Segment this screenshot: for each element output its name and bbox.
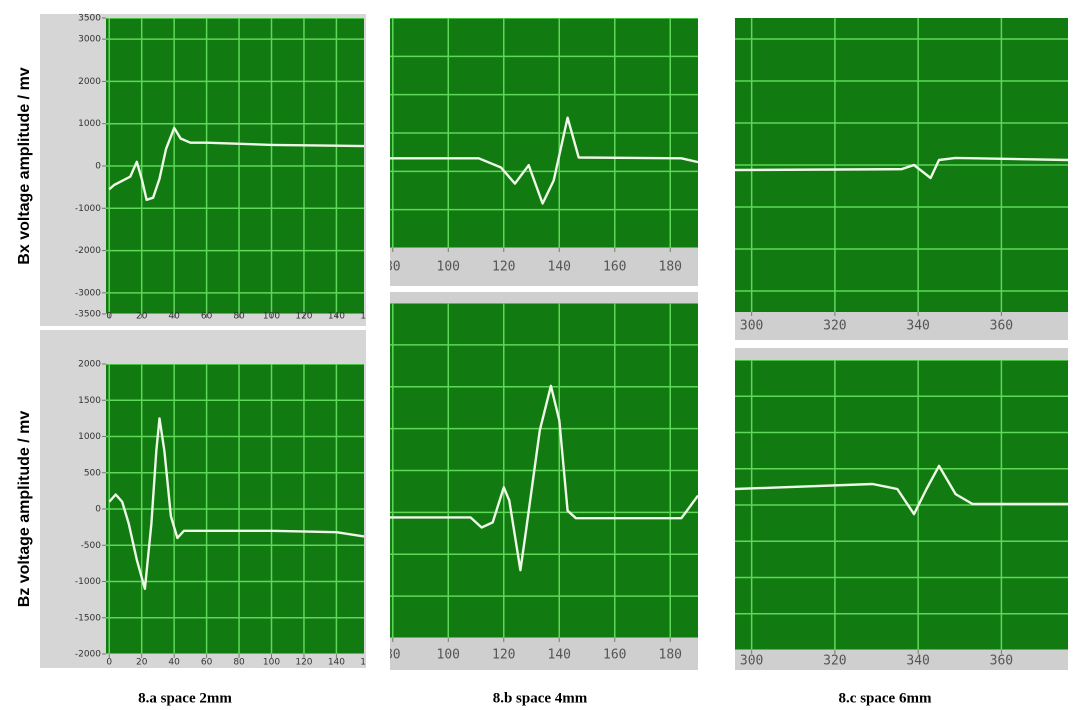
x-tick-label: 100 [437, 648, 460, 663]
plot-content [735, 18, 1068, 312]
panel: Bx voltage amplitude / mv 0 20 40 60 80 100 120… [8, 14, 377, 326]
x-tick-label: 120 [492, 648, 515, 663]
plot-content [390, 18, 698, 248]
x-tick-label: 360 [990, 319, 1013, 334]
x-tick-label: 120 [295, 312, 312, 322]
y-axis-label: Bz voltage amplitude / mv [16, 411, 33, 608]
x-tick-label: 80 [385, 648, 401, 663]
panel: Bz voltage amplitude / mv 0 20 40 60 80 100 120… [8, 330, 377, 668]
x-tick-label: 140 [548, 260, 571, 275]
data-line [735, 464, 1068, 516]
x-tick-label: 60 [201, 658, 213, 668]
y-tick-label: 0 [95, 505, 101, 515]
x-tick-label: 180 [659, 648, 682, 663]
panel: 80 100 120 140 160 180 [385, 292, 698, 670]
x-tick-label: 140 [328, 312, 345, 322]
x-tick-label: 80 [233, 658, 245, 668]
y-tick-label: -500 [81, 541, 102, 551]
y-tick-label: 1000 [78, 119, 101, 129]
x-tick-label: 320 [823, 319, 846, 334]
x-tick-label: 360 [990, 654, 1013, 669]
x-tick-label: 140 [548, 648, 571, 663]
x-tick-label: 80 [385, 260, 401, 275]
x-tick-label: 160 [360, 312, 377, 322]
y-axis-label: Bx voltage amplitude / mv [16, 67, 33, 264]
x-tick-label: 0 [106, 658, 112, 668]
x-tick-label: 80 [233, 312, 245, 322]
y-tick-label: 2000 [78, 360, 101, 370]
x-tick-label: 320 [823, 654, 846, 669]
data-line [390, 384, 698, 572]
x-tick-label: 100 [437, 260, 460, 275]
y-tick-label: -2000 [75, 650, 101, 660]
x-tick-label: 160 [603, 648, 626, 663]
y-tick-label: -2000 [75, 246, 101, 256]
plot-content [106, 18, 364, 314]
plot-content [390, 303, 698, 638]
panel: 80 100 120 140 160 180 [385, 18, 698, 286]
y-tick-label: -1000 [75, 577, 101, 587]
plot-content [106, 364, 364, 654]
y-tick-label: 3500 [78, 14, 101, 24]
ylabel-box [8, 14, 40, 326]
x-tick-label: 180 [659, 260, 682, 275]
x-tick-label: 20 [136, 658, 148, 668]
x-tick-label: 100 [263, 312, 280, 322]
y-tick-label: -3000 [75, 288, 101, 298]
data-line [108, 126, 364, 201]
ylabel-box [8, 330, 40, 668]
y-tick-label: -1500 [75, 613, 101, 623]
caption: 8.b space 4mm [493, 690, 588, 706]
x-tick-label: 300 [740, 654, 763, 669]
y-tick-label: 500 [84, 468, 101, 478]
x-tick-label: 120 [295, 658, 312, 668]
data-line [735, 156, 1068, 180]
y-tick-label: 1000 [78, 432, 101, 442]
caption: 8.c space 6mm [839, 690, 932, 706]
x-tick-label: 120 [492, 260, 515, 275]
panel: 300320340360380 [735, 348, 1068, 670]
x-tick-label: 60 [201, 312, 213, 322]
y-tick-label: 0 [95, 162, 101, 172]
x-tick-label: 140 [328, 658, 345, 668]
y-tick-label: 1500 [78, 396, 101, 406]
x-tick-label: 40 [168, 658, 180, 668]
y-tick-label: 3000 [78, 35, 101, 45]
plot-content [735, 360, 1068, 650]
y-tick-label: -1000 [75, 204, 101, 214]
x-tick-label: 0 [106, 312, 112, 322]
x-tick-label: 20 [136, 312, 148, 322]
caption: 8.a space 2mm [138, 690, 232, 706]
y-tick-label: -3500 [75, 310, 101, 320]
x-tick-label: 160 [360, 658, 377, 668]
x-tick-label: 300 [740, 319, 763, 334]
panel: 300320340360380 [735, 18, 1068, 340]
x-tick-label: 40 [168, 312, 180, 322]
x-tick-label: 340 [906, 654, 929, 669]
y-tick-label: 2000 [78, 77, 101, 87]
x-tick-label: 340 [906, 319, 929, 334]
x-tick-label: 160 [603, 260, 626, 275]
x-tick-label: 100 [263, 658, 280, 668]
data-line [108, 417, 364, 590]
data-line [390, 116, 698, 205]
